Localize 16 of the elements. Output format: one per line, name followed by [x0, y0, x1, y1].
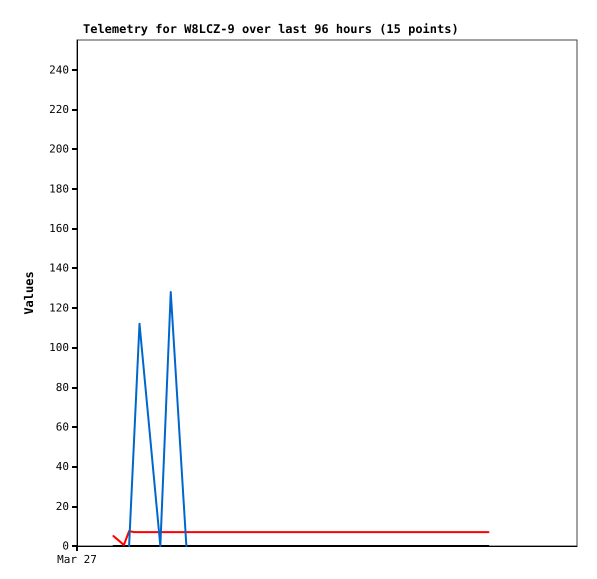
y-axis-title: Values	[22, 271, 36, 315]
y-tick-label: 240	[49, 63, 69, 76]
x-tick-label: Mar 27	[57, 553, 97, 566]
y-tick-label: 120	[49, 301, 69, 314]
y-tick-label: 200	[49, 142, 69, 156]
y-tick-label: 220	[49, 102, 69, 116]
y-tick-label: 20	[56, 500, 69, 513]
y-tick-label: 0	[62, 540, 69, 552]
y-tick-label: 100	[49, 341, 69, 354]
y-tick-label: 140	[49, 262, 69, 275]
y-tick-label: 60	[56, 420, 69, 434]
y-tick-label: 80	[56, 380, 69, 394]
chart-title: Telemetry for W8LCZ-9 over last 96 hours (15 points)	[83, 22, 459, 36]
y-tick-label: 180	[49, 182, 69, 196]
y-tick-label: 40	[56, 460, 69, 474]
y-tick-label: 160	[49, 222, 69, 236]
